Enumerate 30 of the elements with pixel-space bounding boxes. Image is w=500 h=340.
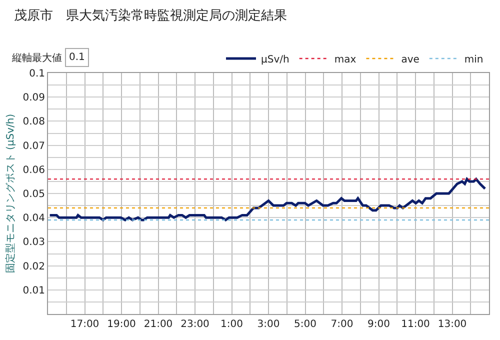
y-tick-label: 0.02 — [22, 261, 45, 272]
text: 縦軸最大値 — [11, 52, 62, 64]
legend-label: μSv/h — [261, 54, 290, 66]
y-axis-title: 固定型モニタリングポスト (μSv/h) — [4, 114, 17, 274]
y-tick-label: 0.1 — [29, 68, 45, 80]
y-tick-label: 0.08 — [22, 116, 45, 128]
chart-title: 茂原市 県大気汚染常時監視測定局の測定結果 — [14, 8, 287, 24]
x-tick-label: 23:00 — [180, 319, 210, 330]
x-tick-label: 1:00 — [220, 319, 243, 330]
x-tick-label: 13:00 — [438, 319, 467, 330]
text: 0.1 — [69, 52, 85, 63]
x-tick-label: 7:00 — [330, 319, 354, 330]
y-tick-label: 0.01 — [22, 285, 45, 296]
y-tick-label: 0.09 — [22, 92, 45, 104]
legend-label: max — [334, 54, 356, 66]
x-tick-label: 21:00 — [144, 319, 173, 330]
x-tick-label: 3:00 — [257, 319, 280, 330]
legend-label: ave — [401, 54, 420, 66]
legend-label: min — [464, 54, 484, 66]
y-tick-label: 0.03 — [22, 237, 45, 248]
y-tick-label: 0.04 — [22, 213, 45, 224]
x-tick-label: 19:00 — [107, 319, 136, 330]
y-tick-label: 0.05 — [22, 189, 45, 200]
x-tick-label: 17:00 — [70, 319, 100, 330]
x-tick-label: 5:00 — [294, 319, 316, 330]
y-tick-label: 0.07 — [22, 140, 45, 152]
line-series — [48, 178, 486, 222]
x-tick-label: 11:00 — [401, 319, 430, 330]
y-tick-label: 0.06 — [22, 164, 45, 176]
x-tick-label: 9:00 — [368, 319, 390, 330]
